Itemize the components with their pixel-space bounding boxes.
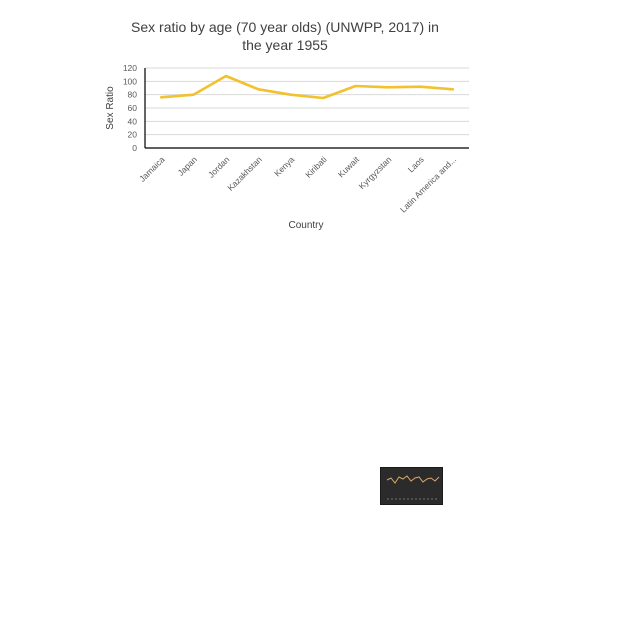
- thumbnail-chart-image: [386, 475, 440, 500]
- y-axis-label: Sex Ratio: [105, 86, 116, 130]
- x-tick-label: Latin America and...: [398, 154, 458, 214]
- x-tick-label: Kiribati: [303, 154, 329, 180]
- y-tick-label: 80: [128, 90, 138, 100]
- y-tick-label: 0: [132, 143, 137, 153]
- y-tick-label: 120: [123, 63, 137, 73]
- y-tick-labels: 0 20 40 60 80 100 120: [123, 63, 137, 153]
- series-line: [159, 74, 455, 100]
- x-tick-label: Jordan: [206, 154, 232, 180]
- x-tick-label: Jamaica: [137, 154, 167, 184]
- chart-title-line-1: Sex ratio by age (70 year olds) (UNWPP, …: [131, 19, 439, 35]
- x-axis-label: Country: [288, 220, 323, 231]
- x-tick-label: Kenya: [272, 154, 296, 178]
- chart-thumbnail[interactable]: [380, 467, 443, 505]
- series-layer: [159, 74, 455, 100]
- chart-title-line-2: the year 1955: [242, 37, 328, 53]
- x-tick-label: Japan: [176, 154, 200, 178]
- x-tick-label: Kyrgyzstan: [357, 154, 394, 191]
- x-tick-label: Kuwait: [336, 154, 362, 180]
- y-tick-label: 40: [128, 116, 138, 126]
- y-tick-label: 100: [123, 76, 137, 86]
- y-tick-label: 60: [128, 103, 138, 113]
- gridlines: [145, 67, 469, 136]
- x-tick-label: Kazakhstan: [225, 154, 264, 193]
- thumbnail-series-line: [386, 475, 440, 484]
- x-tick-label: Laos: [406, 154, 426, 174]
- y-tick-label: 20: [128, 130, 138, 140]
